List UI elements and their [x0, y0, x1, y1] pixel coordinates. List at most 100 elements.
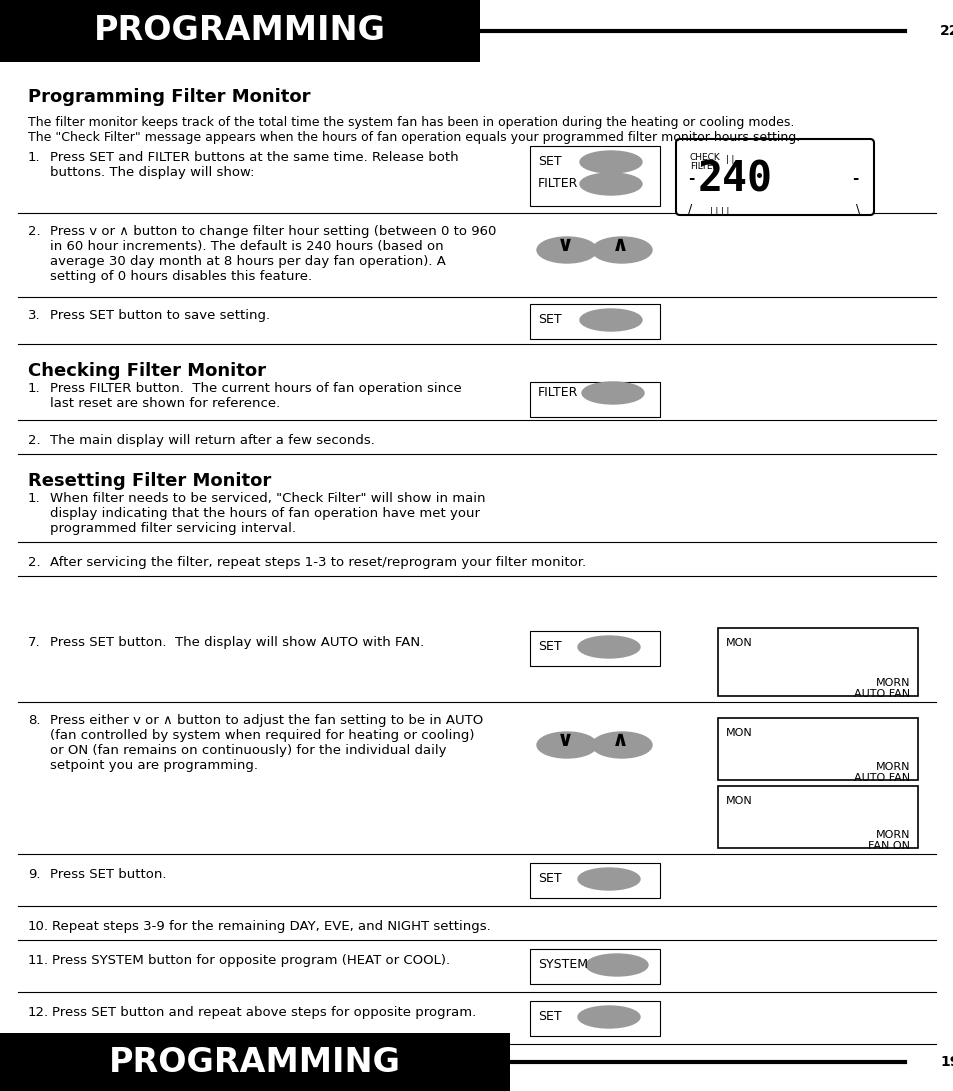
- Text: Program changes made to setpoint times, temperatures, or fan: Program changes made to setpoint times, …: [78, 1060, 505, 1074]
- Text: FILTER: FILTER: [537, 386, 578, 399]
- Text: SET: SET: [537, 1010, 561, 1023]
- Bar: [718, 718, 917, 780]
- Text: FAN ON: FAN ON: [867, 841, 909, 851]
- Text: NOTE:: NOTE:: [28, 1060, 74, 1074]
- Ellipse shape: [585, 954, 647, 976]
- Text: \: \: [855, 203, 860, 216]
- Text: last reset are shown for reference.: last reset are shown for reference.: [50, 397, 280, 410]
- FancyBboxPatch shape: [676, 139, 873, 215]
- Text: ∧: ∧: [611, 235, 628, 255]
- Text: MORN: MORN: [875, 830, 909, 840]
- Text: SET: SET: [537, 155, 561, 168]
- Text: 2.: 2.: [28, 225, 41, 238]
- Text: -: -: [851, 171, 858, 185]
- Ellipse shape: [578, 636, 639, 658]
- Text: ∧: ∧: [611, 730, 628, 750]
- Bar: [0, 1033, 510, 1091]
- Text: 22: 22: [939, 24, 953, 38]
- Text: setpoint you are programming.: setpoint you are programming.: [50, 759, 257, 772]
- Text: -: -: [687, 171, 694, 185]
- Text: Press SET button to save setting.: Press SET button to save setting.: [50, 309, 270, 322]
- Text: setting of 0 hours disables this feature.: setting of 0 hours disables this feature…: [50, 269, 312, 283]
- Text: 1.: 1.: [28, 151, 41, 164]
- Text: PROGRAMMING: PROGRAMMING: [109, 1045, 400, 1079]
- Text: Programming Filter Monitor: Programming Filter Monitor: [28, 88, 310, 106]
- Bar: [718, 786, 917, 848]
- Text: 10.: 10.: [28, 920, 49, 933]
- Ellipse shape: [592, 732, 651, 758]
- Text: Press SET button and repeat above steps for opposite program.: Press SET button and repeat above steps …: [52, 1006, 476, 1019]
- Text: 2.: 2.: [28, 556, 41, 570]
- Text: | | | |: | | | |: [709, 207, 729, 216]
- Bar: [718, 628, 917, 696]
- Text: Press SET and FILTER buttons at the same time. Release both: Press SET and FILTER buttons at the same…: [50, 151, 458, 164]
- Text: 7.: 7.: [28, 636, 41, 649]
- Bar: [530, 863, 659, 898]
- Text: 8.: 8.: [28, 714, 40, 727]
- Text: 1.: 1.: [28, 492, 41, 505]
- Text: FILTER: FILTER: [537, 177, 578, 190]
- Text: MORN: MORN: [875, 678, 909, 688]
- Text: programmed filter servicing interval.: programmed filter servicing interval.: [50, 521, 295, 535]
- Text: Press SET button.: Press SET button.: [50, 868, 167, 882]
- Text: Checking Filter Monitor: Checking Filter Monitor: [28, 362, 266, 380]
- Text: MON: MON: [725, 796, 752, 806]
- Ellipse shape: [581, 382, 643, 404]
- Text: Press SET button.  The display will show AUTO with FAN.: Press SET button. The display will show …: [50, 636, 424, 649]
- Text: AUTO FAN: AUTO FAN: [853, 690, 909, 699]
- Text: Press FILTER button.  The current hours of fan operation since: Press FILTER button. The current hours o…: [50, 382, 461, 395]
- Bar: [530, 382, 659, 417]
- Text: Press either v or ∧ button to adjust the fan setting to be in AUTO: Press either v or ∧ button to adjust the…: [50, 714, 483, 727]
- Text: The main display will return after a few seconds.: The main display will return after a few…: [50, 434, 375, 447]
- Bar: [0, 0, 479, 62]
- Text: SET: SET: [537, 313, 561, 326]
- Text: average 30 day month at 8 hours per day fan operation). A: average 30 day month at 8 hours per day …: [50, 255, 445, 268]
- Bar: [530, 631, 659, 666]
- Text: 19: 19: [939, 1055, 953, 1069]
- Text: 240: 240: [698, 159, 772, 201]
- Text: AUTO FAN: AUTO FAN: [853, 774, 909, 783]
- Text: MON: MON: [725, 728, 752, 738]
- Text: FILTER: FILTER: [689, 161, 718, 171]
- Text: 3.: 3.: [28, 309, 41, 322]
- Bar: [530, 949, 659, 984]
- Text: 9.: 9.: [28, 868, 40, 882]
- Ellipse shape: [579, 173, 641, 195]
- Ellipse shape: [537, 732, 597, 758]
- Bar: [530, 304, 659, 339]
- Text: | |: | |: [725, 155, 734, 164]
- Bar: [530, 1002, 659, 1036]
- Text: Resetting Filter Monitor: Resetting Filter Monitor: [28, 472, 271, 490]
- Text: ∨: ∨: [556, 730, 573, 750]
- Bar: [530, 146, 659, 206]
- Ellipse shape: [579, 151, 641, 173]
- Ellipse shape: [578, 1006, 639, 1028]
- Text: pressing the SET button after each entry as shown above.: pressing the SET button after each entry…: [28, 1088, 416, 1091]
- Text: The "Check Filter" message appears when the hours of fan operation equals your p: The "Check Filter" message appears when …: [28, 131, 800, 144]
- Text: SET: SET: [537, 872, 561, 885]
- Text: CHECK: CHECK: [689, 153, 720, 161]
- Text: PROGRAMMING: PROGRAMMING: [94, 14, 386, 48]
- Text: Press SYSTEM button for opposite program (HEAT or COOL).: Press SYSTEM button for opposite program…: [52, 954, 450, 967]
- Text: 12.: 12.: [28, 1006, 49, 1019]
- Text: in 60 hour increments). The default is 240 hours (based on: in 60 hour increments). The default is 2…: [50, 240, 443, 253]
- Text: MORN: MORN: [875, 762, 909, 772]
- Text: After servicing the filter, repeat steps 1-3 to reset/reprogram your filter moni: After servicing the filter, repeat steps…: [50, 556, 585, 570]
- Text: SET: SET: [537, 640, 561, 654]
- Ellipse shape: [592, 237, 651, 263]
- Text: When filter needs to be serviced, "Check Filter" will show in main: When filter needs to be serviced, "Check…: [50, 492, 485, 505]
- Text: SYSTEM: SYSTEM: [537, 958, 587, 971]
- Text: /: /: [687, 203, 692, 216]
- Text: The filter monitor keeps track of the total time the system fan has been in oper: The filter monitor keeps track of the to…: [28, 116, 794, 129]
- Text: 11.: 11.: [28, 954, 49, 967]
- Text: or ON (fan remains on continuously) for the individual daily: or ON (fan remains on continuously) for …: [50, 744, 446, 757]
- Text: (fan controlled by system when required for heating or cooling): (fan controlled by system when required …: [50, 729, 474, 742]
- Text: ∨: ∨: [556, 235, 573, 255]
- Text: 2.: 2.: [28, 434, 41, 447]
- Ellipse shape: [537, 237, 597, 263]
- Text: operation are not saved in memory unless you finish the operation by: operation are not saved in memory unless…: [28, 1074, 496, 1087]
- Text: display indicating that the hours of fan operation have met your: display indicating that the hours of fan…: [50, 507, 479, 520]
- Text: buttons. The display will show:: buttons. The display will show:: [50, 166, 254, 179]
- Text: MON: MON: [725, 638, 752, 648]
- Ellipse shape: [578, 868, 639, 890]
